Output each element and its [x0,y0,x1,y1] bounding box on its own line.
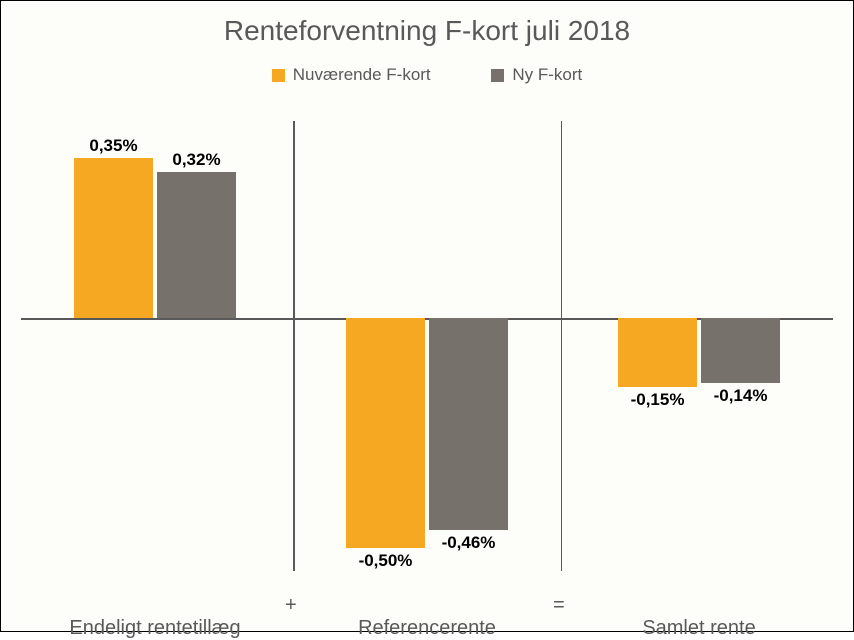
divider-1 [561,121,563,571]
legend-swatch-1 [491,69,504,82]
bar-samlet-1 [701,318,780,382]
bar-label-reference-0: -0,50% [346,551,425,571]
x-label-endeligt: Endeligt rentetillæg [35,617,275,640]
x-label-reference: Referencerente [307,617,547,640]
bar-label-samlet-1: -0,14% [701,386,780,406]
legend: Nuværende F-kort Ny F-kort [1,65,853,87]
x-label-samlet: Samlet rente [579,617,819,640]
divider-0 [293,121,295,571]
bar-reference-0 [346,318,425,548]
chart-container: Renteforventning F-kort juli 2018 Nuvære… [0,0,854,632]
bar-label-endeligt-1: 0,32% [157,150,236,170]
operator-0: + [285,594,297,617]
chart-title: Renteforventning F-kort juli 2018 [1,1,853,47]
legend-swatch-0 [272,69,285,82]
bar-samlet-0 [618,318,697,387]
bar-label-reference-1: -0,46% [429,533,508,553]
legend-label-0: Nuværende F-kort [293,65,431,85]
legend-item-1: Ny F-kort [491,65,582,85]
bar-label-samlet-0: -0,15% [618,390,697,410]
legend-item-0: Nuværende F-kort [272,65,431,85]
bar-reference-1 [429,318,508,529]
plot-area: 0,35%0,32% -0,50%-0,46% -0,15%-0,14% [21,121,833,571]
bar-endeligt-1 [157,172,236,319]
bar-endeligt-0 [74,158,153,319]
legend-label-1: Ny F-kort [512,65,582,85]
bar-label-endeligt-0: 0,35% [74,136,153,156]
operator-1: = [553,594,565,617]
